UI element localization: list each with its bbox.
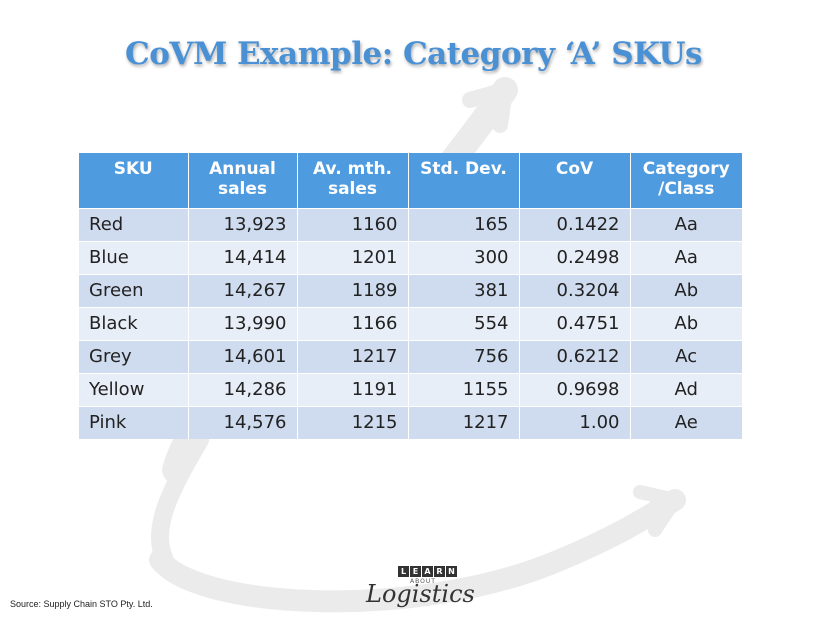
logo-letter: A — [422, 566, 433, 577]
cell-annual-sales: 14,601 — [188, 339, 298, 373]
source-note: Source: Supply Chain STO Pty. Ltd. — [10, 599, 153, 609]
cell-cov: 0.9698 — [519, 372, 631, 406]
cell-sku: Pink — [79, 405, 189, 439]
table-row: Yellow 14,286 1191 1155 0.9698 Ad — [79, 372, 742, 406]
cell-std-dev: 554 — [408, 306, 520, 340]
header-label: /Class — [658, 179, 715, 199]
header-cov: CoV — [519, 153, 631, 208]
header-label: Annual — [209, 159, 276, 179]
cell-av-mth-sales: 1217 — [297, 339, 409, 373]
cell-av-mth-sales: 1189 — [297, 273, 409, 307]
table-row: Black 13,990 1166 554 0.4751 Ab — [79, 306, 742, 340]
logo-letter: E — [410, 566, 421, 577]
logo-logistics: Logistics — [366, 580, 475, 608]
cell-cov: 0.3204 — [519, 273, 631, 307]
cell-sku: Yellow — [79, 372, 189, 406]
cell-cov: 0.6212 — [519, 339, 631, 373]
cell-annual-sales: 14,267 — [188, 273, 298, 307]
learn-about-logistics-logo: L E A R N ABOUT Logistics — [366, 566, 476, 614]
logo-letter: R — [434, 566, 445, 577]
header-label: Category — [642, 159, 730, 179]
cell-annual-sales: 14,286 — [188, 372, 298, 406]
table-row: Pink 14,576 1215 1217 1.00 Ae — [79, 405, 742, 439]
cell-av-mth-sales: 1191 — [297, 372, 409, 406]
header-label: CoV — [555, 159, 594, 179]
cell-std-dev: 300 — [408, 240, 520, 274]
cell-cov: 0.4751 — [519, 306, 631, 340]
cell-std-dev: 1155 — [408, 372, 520, 406]
cell-annual-sales: 14,414 — [188, 240, 298, 274]
cell-annual-sales: 13,923 — [188, 207, 298, 241]
cell-category: Aa — [630, 207, 742, 241]
header-std-dev: Std. Dev. — [408, 153, 520, 208]
logo-letter: N — [446, 566, 457, 577]
header-label: Av. mth. — [312, 159, 393, 179]
cell-category: Ac — [630, 339, 742, 373]
logo-learn-tiles: L E A R N — [398, 566, 457, 577]
table-row: Blue 14,414 1201 300 0.2498 Aa — [79, 240, 742, 274]
cell-cov: 1.00 — [519, 405, 631, 439]
cell-std-dev: 756 — [408, 339, 520, 373]
cell-category: Ae — [630, 405, 742, 439]
cell-sku: Black — [79, 306, 189, 340]
cell-av-mth-sales: 1160 — [297, 207, 409, 241]
header-label: SKU — [113, 159, 153, 179]
cell-annual-sales: 14,576 — [188, 405, 298, 439]
sku-table: SKU Annual sales Av. mth. sales Std. Dev. … — [79, 153, 742, 439]
cell-cov: 0.2498 — [519, 240, 631, 274]
header-category-class: Category/Class — [630, 153, 742, 208]
header-sku: SKU — [79, 153, 189, 208]
cell-std-dev: 381 — [408, 273, 520, 307]
table-row: Grey 14,601 1217 756 0.6212 Ac — [79, 339, 742, 373]
header-label: sales — [327, 179, 378, 199]
logo-letter: L — [398, 566, 409, 577]
cell-annual-sales: 13,990 — [188, 306, 298, 340]
cell-sku: Red — [79, 207, 189, 241]
cell-av-mth-sales: 1166 — [297, 306, 409, 340]
cell-av-mth-sales: 1215 — [297, 405, 409, 439]
cell-av-mth-sales: 1201 — [297, 240, 409, 274]
cell-category: Ab — [630, 306, 742, 340]
header-label: sales — [217, 179, 268, 199]
header-label: Std. Dev. — [420, 159, 507, 179]
table-row: Green 14,267 1189 381 0.3204 Ab — [79, 273, 742, 307]
cell-category: Ad — [630, 372, 742, 406]
table-header-row: SKU Annual sales Av. mth. sales Std. Dev. … — [79, 153, 742, 208]
page-title: CoVM Example: Category ‘A’ SKUs — [125, 36, 702, 72]
header-annual-sales: Annual sales — [188, 153, 298, 208]
cell-sku: Green — [79, 273, 189, 307]
cell-sku: Grey — [79, 339, 189, 373]
cell-category: Ab — [630, 273, 742, 307]
cell-cov: 0.1422 — [519, 207, 631, 241]
table-row: Red 13,923 1160 165 0.1422 Aa — [79, 207, 742, 241]
header-av-mth-sales: Av. mth. sales — [297, 153, 409, 208]
cell-std-dev: 165 — [408, 207, 520, 241]
cell-category: Aa — [630, 240, 742, 274]
logo-about: ABOUT — [410, 578, 436, 585]
cell-std-dev: 1217 — [408, 405, 520, 439]
cell-sku: Blue — [79, 240, 189, 274]
